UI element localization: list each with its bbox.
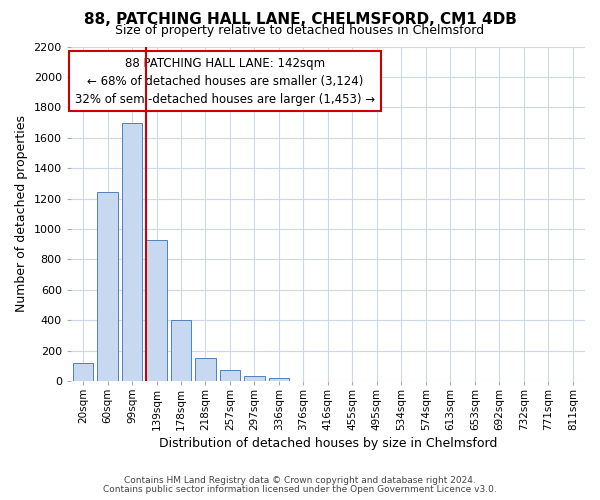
Bar bbox=[195, 358, 216, 381]
Text: 88, PATCHING HALL LANE, CHELMSFORD, CM1 4DB: 88, PATCHING HALL LANE, CHELMSFORD, CM1 … bbox=[83, 12, 517, 28]
Bar bbox=[73, 362, 94, 381]
Text: Contains HM Land Registry data © Crown copyright and database right 2024.: Contains HM Land Registry data © Crown c… bbox=[124, 476, 476, 485]
Text: Contains public sector information licensed under the Open Government Licence v3: Contains public sector information licen… bbox=[103, 485, 497, 494]
Bar bbox=[170, 320, 191, 381]
Bar bbox=[269, 378, 289, 381]
Bar bbox=[220, 370, 241, 381]
X-axis label: Distribution of detached houses by size in Chelmsford: Distribution of detached houses by size … bbox=[159, 437, 497, 450]
Bar bbox=[244, 376, 265, 381]
Text: Size of property relative to detached houses in Chelmsford: Size of property relative to detached ho… bbox=[115, 24, 485, 37]
Bar bbox=[122, 122, 142, 381]
Bar bbox=[97, 192, 118, 381]
Text: 88 PATCHING HALL LANE: 142sqm
← 68% of detached houses are smaller (3,124)
32% o: 88 PATCHING HALL LANE: 142sqm ← 68% of d… bbox=[75, 56, 375, 106]
Bar bbox=[146, 240, 167, 381]
Y-axis label: Number of detached properties: Number of detached properties bbox=[15, 115, 28, 312]
